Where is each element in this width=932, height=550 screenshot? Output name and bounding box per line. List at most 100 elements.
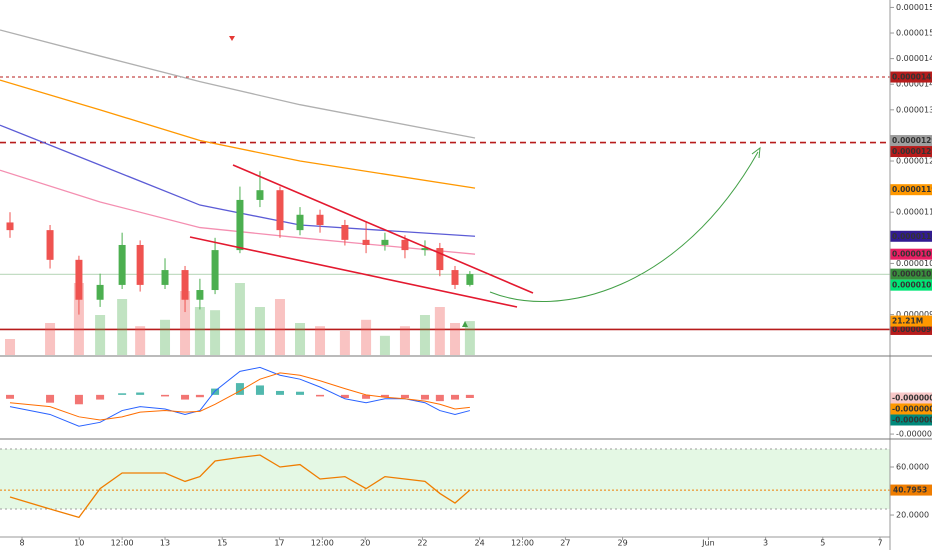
volume-bar (254, 307, 265, 355)
rsi-tag-label: 40.7953 (893, 486, 927, 495)
macd-histogram-bar (420, 394, 429, 400)
price-tag (890, 71, 932, 83)
y-tick-label: 0.00001250 (896, 157, 932, 166)
trend-line (189, 236, 518, 308)
volume-bar (194, 307, 205, 355)
price-tag-label: -0.00000020 (892, 416, 932, 425)
trend-line (232, 164, 534, 294)
price-tag (890, 248, 932, 260)
x-tick-label: 20 (360, 539, 370, 548)
moving-average (0, 29, 476, 139)
candle-body (296, 214, 304, 231)
candle-body (316, 214, 324, 226)
volume-bar (73, 283, 84, 355)
price-tag-label: 0.00001103 (892, 232, 932, 241)
volume-bar (361, 319, 372, 355)
x-tick-label: 13 (160, 539, 170, 548)
candle-body (466, 274, 474, 285)
x-tick-label: 22 (417, 539, 427, 548)
candle-body (118, 244, 126, 285)
x-tick-label: 10 (74, 539, 84, 548)
candle-body (436, 248, 444, 271)
macd-histogram-bar (296, 391, 305, 395)
price-tag-label: 0.00001290 (892, 136, 932, 145)
rsi-tag (890, 484, 932, 496)
volume-bar (45, 323, 56, 355)
x-tick-label: 29 (618, 539, 628, 548)
price-tag-label: -0.00000004 (892, 394, 932, 403)
macd-histogram-bar (118, 393, 127, 395)
macd-histogram-bar (161, 394, 170, 397)
x-tick-label: 15 (217, 539, 227, 548)
macd-histogram-bar (316, 394, 325, 397)
candle-body (276, 190, 284, 231)
candle-body (341, 225, 349, 240)
y-tick-label: 0.00001450 (896, 54, 932, 63)
rsi-tick-label: 60.0000 (896, 463, 929, 472)
volume-bar (379, 335, 390, 355)
price-tag (890, 184, 932, 196)
candle-body (136, 244, 144, 285)
macd-histogram-bar (435, 394, 444, 402)
x-tick-label: Jun (701, 539, 715, 548)
volume-bar (95, 315, 106, 355)
price-tag (890, 323, 932, 335)
price-tag-label: 0.00001029 (892, 270, 932, 279)
price-tag-label: 0.00000921 (892, 325, 932, 334)
x-tick-label: 12:00 (311, 539, 334, 548)
candle-body (362, 239, 370, 245)
volume-bar (419, 315, 430, 355)
volume-bar (399, 326, 410, 355)
macd-histogram-bar (255, 385, 264, 395)
price-tag-label: 0.00001026 (892, 281, 932, 290)
macd-histogram-bar (235, 383, 244, 395)
volume-bar (434, 307, 445, 355)
price-tag (890, 230, 932, 242)
y-tick-label: 0.00001500 (896, 29, 932, 38)
volume-bar (5, 339, 16, 355)
price-tag-label: 0.00001414 (892, 73, 932, 82)
price-tag (890, 403, 932, 415)
price-tag (890, 146, 932, 158)
rsi-tick-label: 20.0000 (896, 511, 929, 520)
x-tick-label: 3 (763, 539, 768, 548)
x-tick-label: 12:00 (511, 539, 534, 548)
x-tick-label: 5 (820, 539, 825, 548)
macd-histogram-bar (181, 394, 190, 400)
candle-body (46, 230, 54, 260)
price-tag (890, 268, 932, 280)
macd-histogram-bar (380, 394, 389, 398)
x-tick-label: 24 (475, 539, 485, 548)
volume-bar (450, 323, 461, 355)
projection-arrow (489, 151, 759, 303)
y-tick-label: 0.00001550 (896, 3, 932, 12)
arrow-head (751, 146, 761, 159)
macd-histogram-bar (74, 394, 83, 405)
volume-bar (295, 323, 306, 355)
volume-tag-label: 21.21M (892, 317, 923, 326)
candle-body (96, 284, 104, 300)
candle-body (401, 239, 409, 251)
candle-body (6, 222, 14, 231)
candle-body (161, 270, 169, 285)
macd-histogram-bar (136, 392, 145, 395)
price-tag (890, 392, 932, 404)
candle-body (451, 270, 459, 285)
volume-bar (180, 291, 191, 355)
price-tag-label: -0.00000016 (892, 405, 932, 414)
x-tick-label: 27 (560, 539, 570, 548)
y-tick-label: 0.00001050 (896, 259, 932, 268)
plot: 8 10 12:00 13 15 17 12:00 20 22 24 12:00 27 29 Jun 3 5 7… (0, 3, 932, 548)
y-tick-label: 0.00001400 (896, 80, 932, 89)
candle-body (75, 259, 83, 300)
volume-bar (274, 299, 285, 355)
macd-histogram-bar (451, 394, 460, 400)
candle-body (236, 199, 244, 251)
volume-bar (234, 283, 245, 355)
macd-histogram-bar (465, 394, 474, 398)
candle-body (381, 239, 389, 245)
candle-body (421, 248, 429, 251)
rsi-band (0, 449, 890, 510)
volume-bar (464, 321, 475, 355)
